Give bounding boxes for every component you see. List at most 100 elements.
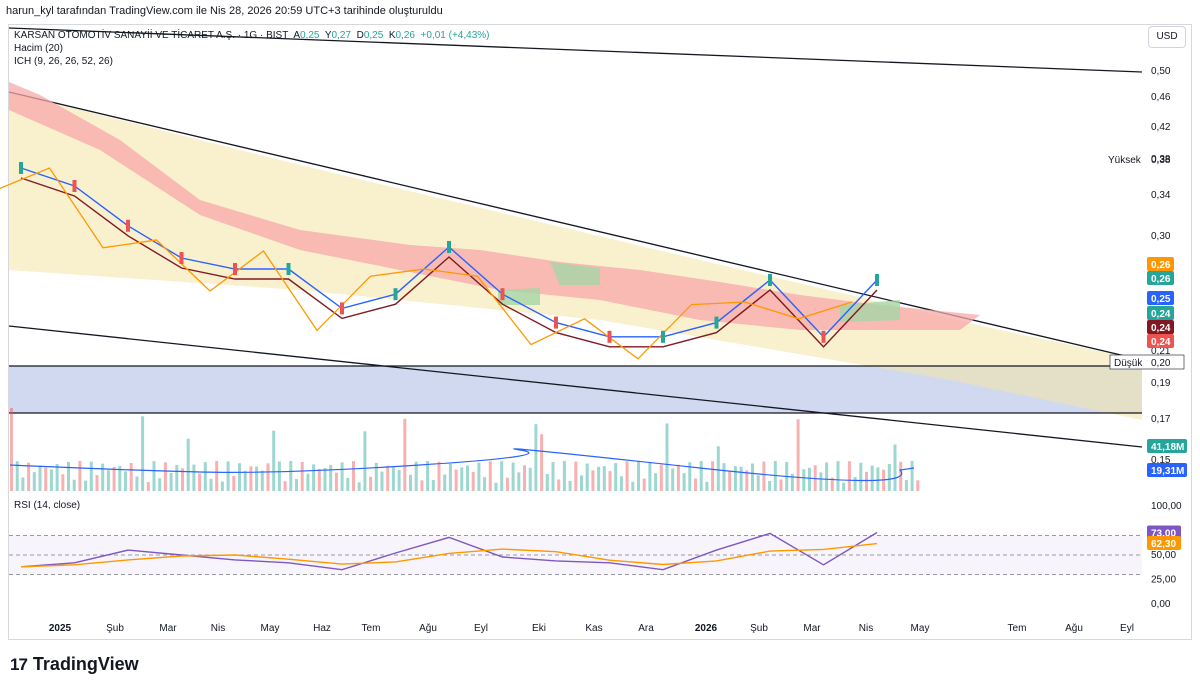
price-badge-label: 0,26 (1151, 260, 1171, 271)
price-candle (19, 162, 23, 174)
price-candle (233, 263, 237, 275)
volume-bar (500, 461, 504, 491)
symbol-name: KARSAN OTOMOTİV SANAYİİ VE TİCARET A.Ş. … (14, 30, 289, 41)
price-axis-tick: 0,30 (1151, 231, 1171, 242)
ichimoku-indicator-label[interactable]: ICH (9, 26, 26, 52, 26) (14, 56, 113, 67)
volume-bar (751, 463, 754, 491)
volume-bar (215, 461, 219, 491)
price-candle (447, 241, 451, 253)
time-axis-tick: Eyl (474, 623, 488, 634)
volume-bar (876, 467, 880, 491)
chikou-span-line (0, 167, 853, 360)
volume-bar (357, 482, 361, 491)
currency-button[interactable]: USD (1148, 26, 1186, 48)
volume-bar (597, 466, 601, 491)
volume-badge (1147, 439, 1187, 453)
change-value: +0,01 (+4,43%) (420, 30, 490, 41)
volume-bar (312, 464, 316, 491)
rsi-axis-tick: 0,00 (1151, 599, 1171, 610)
volume-bar (67, 461, 70, 491)
volume-ma-line (9, 448, 915, 482)
volume-bar (602, 466, 606, 491)
low-value: 0,25 (363, 30, 384, 41)
volume-bar (688, 462, 692, 491)
volume-bar (637, 461, 640, 491)
time-axis-tick: Mar (803, 623, 821, 634)
volume-bar (334, 472, 338, 491)
volume-bar (796, 419, 800, 491)
price-axis-tick: 0,15 (1151, 455, 1171, 466)
volume-bar (830, 477, 834, 491)
ichimoku-cloud-bearish (9, 82, 980, 330)
volume-bar (443, 474, 447, 491)
volume-bar (448, 463, 452, 491)
volume-badge (1147, 463, 1187, 477)
volume-bar (540, 434, 544, 491)
volume-bar (733, 466, 737, 491)
rsi-indicator-label[interactable]: RSI (14, close) (14, 500, 81, 511)
time-axis-tick: Tem (1008, 623, 1027, 634)
volume-bar (21, 477, 25, 491)
close-label: K (388, 30, 396, 41)
price-badge (1147, 334, 1174, 348)
price-candle (340, 302, 344, 315)
volume-bar (249, 466, 253, 491)
tradingview-logo[interactable]: 17 TradingView (10, 654, 139, 675)
volume-bar (534, 424, 538, 491)
volume-bar (95, 475, 99, 491)
price-axis-tick: 0,21 (1151, 346, 1171, 357)
volume-bar (38, 465, 42, 491)
price-badge (1147, 306, 1174, 320)
volume-bar (380, 471, 384, 491)
price-axis-tick: 0,34 (1151, 190, 1171, 201)
time-axis-tick: Ara (638, 623, 654, 634)
volume-bar (272, 430, 276, 491)
volume-bar (186, 438, 190, 491)
volume-bar (420, 480, 424, 491)
volume-bar (711, 461, 715, 491)
price-candle (72, 180, 77, 192)
volume-bar (916, 480, 920, 491)
volume-badge-label: 41,18M (1151, 442, 1184, 453)
time-axis-tick: Kas (585, 623, 602, 634)
volume-bar (346, 477, 350, 491)
volume-bar (260, 470, 264, 491)
volume-bar (426, 461, 430, 491)
price-axis-tick: 0,46 (1151, 92, 1171, 103)
high-label: Y (324, 30, 332, 41)
price-axis-tick: 0,42 (1151, 122, 1171, 133)
price-axis-tick: 0,50 (1151, 66, 1171, 77)
volume-bar (842, 482, 846, 491)
volume-bar (192, 464, 196, 491)
price-candle (179, 252, 184, 264)
volume-bar (739, 466, 743, 491)
price-axis-tick: 0,17 (1151, 414, 1171, 425)
volume-bar (152, 461, 156, 491)
volume-bar (488, 461, 492, 491)
volume-bar (699, 461, 703, 491)
low-marker-label: Düşük (1114, 358, 1143, 369)
price-candle (607, 330, 612, 343)
volume-indicator-label[interactable]: Hacim (20) (14, 43, 63, 54)
price-candle (286, 263, 291, 275)
ichimoku-cloud-bullish (550, 262, 600, 285)
volume-bar (654, 473, 658, 491)
volume-bar (232, 475, 236, 491)
price-badge (1147, 320, 1174, 334)
volume-bar (226, 461, 230, 491)
volume-bar (591, 470, 595, 491)
volume-bar (671, 468, 675, 491)
volume-bar (409, 474, 412, 491)
volume-bar (608, 471, 612, 491)
volume-bar (363, 431, 367, 491)
price-axis-tick: 0,19 (1151, 378, 1171, 389)
price-candle (500, 288, 505, 301)
price-candle (875, 274, 879, 286)
price-candle (714, 316, 719, 329)
rsi-axis-tick: 100,00 (1151, 501, 1182, 512)
rsi-badge (1147, 535, 1181, 550)
volume-bar (238, 463, 241, 491)
volume-bar (135, 476, 139, 491)
volume-bar (562, 461, 566, 491)
